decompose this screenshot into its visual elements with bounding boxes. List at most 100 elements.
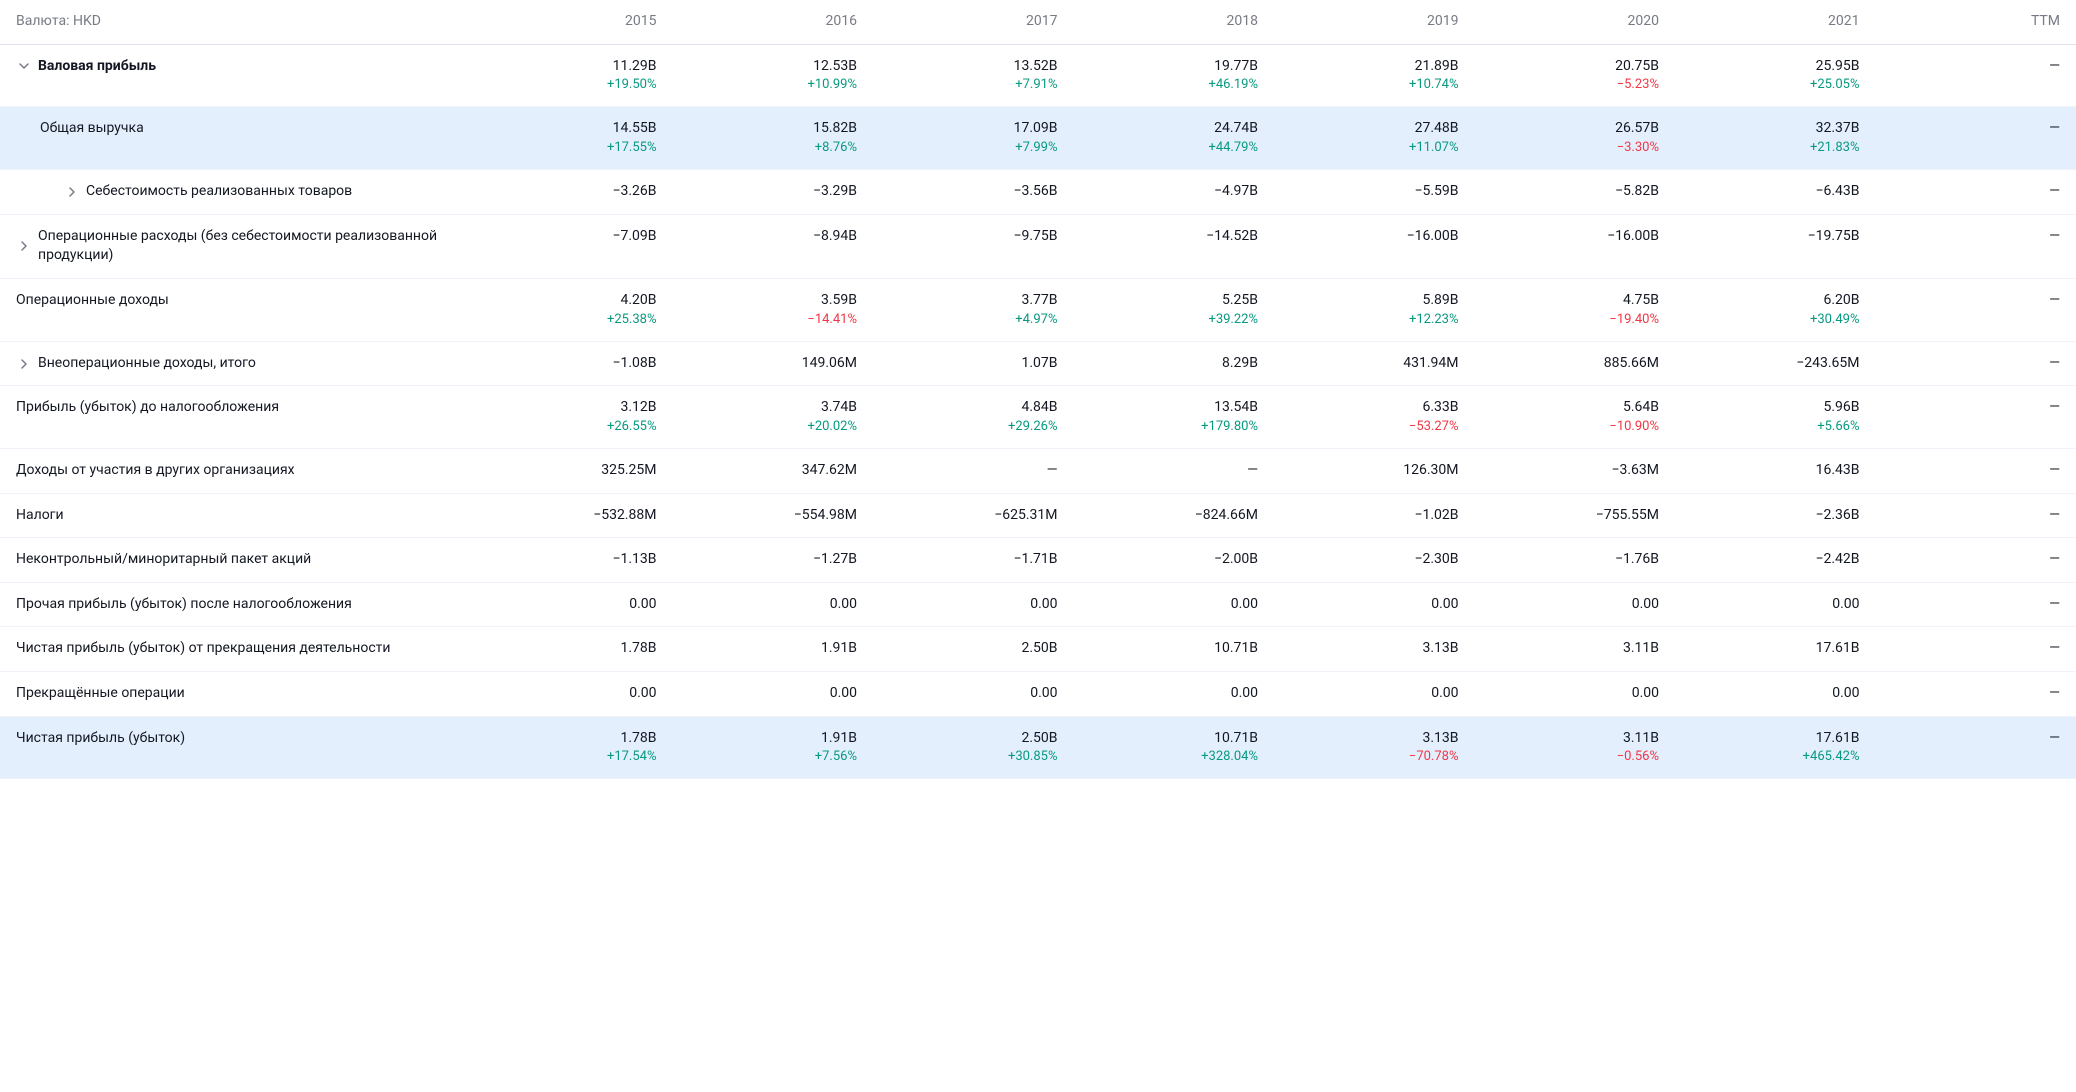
data-cell: −625.31M (857, 506, 1058, 526)
data-cell: 0.00 (456, 684, 657, 704)
table-row[interactable]: Себестоимость реализованных товаров−3.26… (0, 170, 2076, 215)
row-label[interactable]: Валовая прибыль (16, 57, 456, 77)
cell-value: 27.48B (1266, 119, 1459, 139)
row-label-text: Чистая прибыль (убыток) от прекращения д… (16, 639, 390, 659)
chevron-right-icon[interactable] (16, 356, 32, 372)
cell-value: −824.66M (1066, 506, 1259, 526)
row-label[interactable]: Внеоперационные доходы, итого (16, 354, 456, 374)
data-cell: −755.55M (1459, 506, 1660, 526)
cell-value: 32.37B (1667, 119, 1860, 139)
row-label-text: Налоги (16, 506, 64, 526)
row-label: Доходы от участия в других организациях (16, 461, 456, 481)
cell-value: −1.27B (665, 550, 858, 570)
table-header-row: Валюта: HKD 2015201620172018201920202021… (0, 0, 2076, 45)
data-cell: 4.75B−19.40% (1459, 291, 1660, 329)
data-cell: 24.74B+44.79% (1058, 119, 1259, 157)
chevron-right-icon[interactable] (64, 184, 80, 200)
data-cell: −5.59B (1258, 182, 1459, 202)
table-row[interactable]: Операционные расходы (без себестоимости … (0, 215, 2076, 279)
data-cell: 3.13B (1258, 639, 1459, 659)
cell-value: 1.91B (665, 729, 858, 749)
cell-value: 347.62M (665, 461, 858, 481)
data-cell: 3.74B+20.02% (657, 398, 858, 436)
cell-value: 5.96B (1667, 398, 1860, 418)
data-cell: — (1058, 461, 1259, 481)
cell-value: 0.00 (1467, 595, 1660, 615)
row-label[interactable]: Себестоимость реализованных товаров (16, 182, 456, 202)
row-label-text: Прекращённые операции (16, 684, 185, 704)
data-cell: 3.11B−0.56% (1459, 729, 1660, 767)
cell-value: 126.30M (1266, 461, 1459, 481)
cell-value: — (865, 461, 1058, 481)
row-label[interactable]: Операционные расходы (без себестоимости … (16, 227, 456, 266)
row-label: Прекращённые операции (16, 684, 456, 704)
data-cell: 0.00 (1659, 595, 1860, 615)
cell-value: 25.95B (1667, 57, 1860, 77)
cell-change: +30.85% (865, 748, 1058, 766)
cell-value: −19.75B (1667, 227, 1860, 247)
chevron-down-icon[interactable] (16, 58, 32, 74)
cell-value: 0.00 (464, 684, 657, 704)
cell-value: 17.61B (1667, 729, 1860, 749)
data-cell: 5.89B+12.23% (1258, 291, 1459, 329)
chevron-right-icon[interactable] (16, 238, 32, 254)
cell-value: 3.59B (665, 291, 858, 311)
column-header: 2016 (657, 12, 858, 32)
cell-value: −532.88M (464, 506, 657, 526)
data-cell: 1.07B (857, 354, 1058, 374)
cell-value: 0.00 (464, 595, 657, 615)
cell-change: +26.55% (464, 418, 657, 436)
cell-value: 5.64B (1467, 398, 1660, 418)
cell-value: −1.76B (1467, 550, 1660, 570)
cell-value: −2.36B (1667, 506, 1860, 526)
cell-value: — (1868, 729, 2061, 749)
data-cell: — (1860, 461, 2061, 481)
data-cell: 16.43B (1659, 461, 1860, 481)
cell-value: −16.00B (1467, 227, 1660, 247)
data-cell: −5.82B (1459, 182, 1660, 202)
cell-value: −6.43B (1667, 182, 1860, 202)
data-cell: 10.71B (1058, 639, 1259, 659)
column-header: 2021 (1659, 12, 1860, 32)
row-label-text: Валовая прибыль (38, 57, 156, 77)
cell-value: −3.63M (1467, 461, 1660, 481)
data-cell: 0.00 (1058, 595, 1259, 615)
table-row: Чистая прибыль (убыток) от прекращения д… (0, 627, 2076, 672)
cell-value: — (1868, 639, 2061, 659)
data-cell: 325.25M (456, 461, 657, 481)
cell-value: — (1868, 57, 2061, 77)
data-cell: — (1860, 291, 2061, 311)
data-cell: −1.71B (857, 550, 1058, 570)
table-row[interactable]: Внеоперационные доходы, итого−1.08B149.0… (0, 342, 2076, 387)
data-cell: −1.27B (657, 550, 858, 570)
row-label-text: Неконтрольный/миноритарный пакет акций (16, 550, 311, 570)
cell-value: −1.13B (464, 550, 657, 570)
cell-change: +17.54% (464, 748, 657, 766)
data-cell: −532.88M (456, 506, 657, 526)
cell-value: — (1868, 291, 2061, 311)
cell-change: +46.19% (1066, 76, 1259, 94)
cell-change: −0.56% (1467, 748, 1660, 766)
cell-value: −8.94B (665, 227, 858, 247)
data-cell: −3.63M (1459, 461, 1660, 481)
data-cell: — (1860, 729, 2061, 749)
cell-value: 17.61B (1667, 639, 1860, 659)
cell-change: +19.50% (464, 76, 657, 94)
cell-change: −19.40% (1467, 311, 1660, 329)
cell-change: −14.41% (665, 311, 858, 329)
data-cell: −2.42B (1659, 550, 1860, 570)
cell-value: 0.00 (1467, 684, 1660, 704)
data-cell: −824.66M (1058, 506, 1259, 526)
cell-value: 1.78B (464, 639, 657, 659)
cell-value: 1.07B (865, 354, 1058, 374)
data-cell: 4.84B+29.26% (857, 398, 1058, 436)
row-label: Операционные доходы (16, 291, 456, 311)
data-cell: — (1860, 119, 2061, 139)
column-header: 2019 (1258, 12, 1459, 32)
data-cell: −16.00B (1258, 227, 1459, 247)
table-row[interactable]: Валовая прибыль11.29B+19.50%12.53B+10.99… (0, 45, 2076, 108)
column-header: TTM (1860, 12, 2061, 32)
data-cell: 20.75B−5.23% (1459, 57, 1660, 95)
data-cell: 12.53B+10.99% (657, 57, 858, 95)
cell-change: +7.56% (665, 748, 858, 766)
